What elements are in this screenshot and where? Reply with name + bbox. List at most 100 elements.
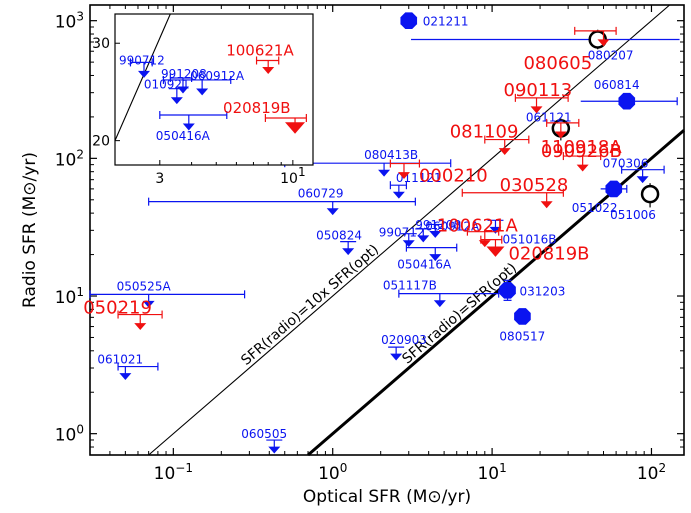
upper-limit-marker — [417, 235, 430, 243]
point-label: 000210 — [419, 166, 488, 187]
detection-marker — [618, 92, 636, 110]
open-circle-marker — [640, 184, 660, 204]
point-label: 060505 — [241, 427, 287, 441]
point-label: 031203 — [520, 284, 566, 298]
upper-limit-marker — [390, 353, 403, 361]
reference-line-label: SFR(radio)=10x SFR(opt) — [238, 242, 382, 369]
detection-marker — [514, 308, 531, 325]
x-tick-label: 101 — [477, 461, 506, 484]
point-label: 051022 — [572, 201, 618, 215]
point-label: 051006 — [610, 208, 656, 222]
upper-limit-marker — [342, 248, 355, 256]
point-070306: 070306 — [603, 157, 665, 184]
reference-line — [307, 129, 685, 457]
point-label: 080413B — [364, 148, 418, 162]
upper-limit-marker — [486, 246, 505, 257]
inset-x-tick-label: 101 — [280, 165, 305, 187]
point-label: 080605 — [523, 53, 592, 74]
point-021211: 021211 — [400, 12, 469, 30]
upper-limit-marker — [392, 191, 405, 199]
point-050219: 050219 — [83, 298, 163, 331]
point-050416A: 050416A — [397, 243, 458, 272]
point-990712: 990712 — [379, 226, 425, 248]
upper-limit-marker — [182, 123, 195, 131]
reference-line-label: SFR(radio)=SFR(opt) — [399, 260, 520, 367]
x-axis-title: Optical SFR (M⊙/yr) — [303, 487, 471, 507]
point-060814: 060814 — [580, 78, 678, 110]
point-060505: 060505 — [241, 427, 287, 454]
point-label: 020903 — [381, 333, 427, 347]
point-050525A: 050525A — [89, 279, 246, 308]
upper-limit-marker — [134, 323, 147, 331]
y-axis-title: Radio SFR (M⊙/yr) — [20, 152, 40, 308]
upper-limit-marker — [478, 240, 491, 248]
point-label: 060814 — [594, 78, 640, 92]
point-080517: 080517 — [499, 308, 545, 343]
point-030528: 030528 — [461, 175, 569, 209]
point-label: 990712 — [379, 226, 425, 240]
point-060729: 060729 — [148, 187, 416, 216]
point-label: 021211 — [423, 15, 469, 29]
inset-frame — [114, 13, 314, 166]
point-020903: 020903 — [381, 333, 427, 361]
point-label: 050525A — [117, 279, 172, 293]
upper-limit-marker — [196, 88, 209, 96]
upper-limit-marker — [137, 70, 150, 78]
inset-point-991208: 991208 — [161, 67, 207, 94]
point-label: 050416A — [156, 129, 211, 143]
upper-limit-marker — [498, 148, 511, 156]
point-label: 080517 — [499, 329, 545, 343]
point-label: 020819B — [508, 244, 589, 265]
point-label: 100621A — [226, 42, 294, 60]
upper-limit-marker — [262, 67, 275, 74]
point-031203: 031203 — [499, 279, 566, 301]
y-tick-label: 101 — [55, 285, 84, 308]
y-tick-label: 103 — [55, 10, 84, 33]
y-tick-label: 100 — [55, 423, 84, 446]
point-label: 991208 — [161, 67, 207, 81]
y-tick-label: 102 — [55, 147, 84, 170]
point-051006: 051006 — [610, 183, 660, 222]
point-label: 050219 — [83, 298, 152, 319]
point-label: 060912A — [190, 69, 245, 83]
point-label: 051016B — [502, 232, 556, 246]
inset-point-060912A: 060912A — [162, 69, 245, 96]
point-050824: 050824 — [316, 229, 362, 256]
point-090113: 090113 — [504, 80, 573, 114]
point-label: 030528 — [500, 175, 569, 196]
upper-limit-marker — [378, 169, 391, 177]
point-label: 100621A — [437, 216, 519, 237]
inset-y-tick-label: 30 — [92, 36, 110, 52]
upper-limit-marker — [397, 172, 410, 180]
point-100621A: 100621A — [437, 216, 519, 248]
inset-reference-line — [114, 13, 171, 141]
point-label: 051117B — [383, 279, 437, 293]
point-label: 060912A — [425, 219, 480, 233]
point-080605: 080605 — [523, 26, 617, 74]
point-label: 060729 — [298, 187, 344, 201]
upper-limit-marker — [170, 97, 183, 105]
detection-marker — [400, 12, 418, 30]
upper-limit-marker — [268, 446, 281, 454]
point-051022: 051022 — [572, 180, 628, 215]
upper-limit-marker — [433, 300, 446, 308]
upper-limit-marker — [597, 39, 610, 47]
inset-point-020819B: 020819B — [223, 99, 307, 134]
reference-line — [148, 4, 670, 456]
upper-limit-marker — [285, 122, 306, 134]
point-label: 070306 — [603, 157, 649, 171]
inset-point-010921: 010921 — [144, 78, 190, 105]
point-label: 081109 — [450, 122, 519, 143]
upper-limit-marker — [402, 240, 415, 248]
upper-limit-marker — [576, 164, 589, 172]
point-061121: 061121 — [526, 110, 572, 141]
inset-point-050416A: 050416A — [156, 111, 228, 143]
point-label: 090113 — [504, 80, 573, 101]
point-060912A: 060912A — [425, 219, 480, 238]
point-000210: 000210 — [389, 159, 488, 187]
upper-limit-marker — [429, 254, 442, 262]
upper-limit-marker — [326, 208, 339, 216]
